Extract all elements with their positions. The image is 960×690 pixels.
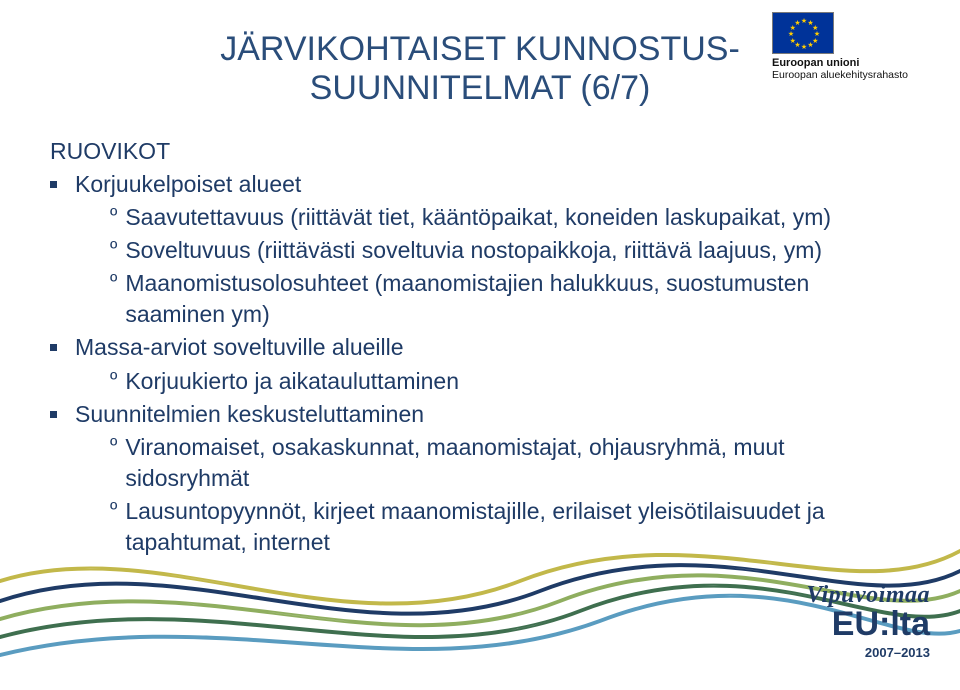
eu-text-line1: Euroopan unioni	[772, 57, 942, 69]
vipu-years: 2007–2013	[740, 645, 930, 660]
subbullet-text: Maanomistusolosuhteet (maanomistajien ha…	[125, 268, 910, 330]
section-heading: RUOVIKOT	[50, 136, 910, 167]
eu-flag-icon: ★★★★★★★★★★★★	[772, 12, 834, 54]
title-line1: JÄRVIKOHTAISET KUNNOSTUS-	[220, 30, 740, 68]
subbullet-korjuukierto: º Korjuukierto ja aikatauluttaminen	[110, 366, 910, 397]
subbullet-viranomaiset: º Viranomaiset, osakaskunnat, maanomista…	[110, 432, 910, 494]
slide-body: RUOVIKOT Korjuukelpoiset alueet º Saavut…	[50, 136, 910, 558]
ordinal-mark-icon: º	[110, 432, 117, 461]
subbullet-maanomistus: º Maanomistusolosuhteet (maanomistajien …	[110, 268, 910, 330]
bullet-text: Suunnitelmien keskusteluttaminen	[75, 399, 424, 430]
bullet-dot-icon	[50, 181, 57, 188]
bullet-dot-icon	[50, 411, 57, 418]
subbullet-saavutettavuus: º Saavutettavuus (riittävät tiet, kääntö…	[110, 202, 910, 233]
subbullet-text: Saavutettavuus (riittävät tiet, kääntöpa…	[125, 202, 831, 233]
bullet-text: Massa-arviot soveltuville alueille	[75, 332, 404, 363]
slide-title: JÄRVIKOHTAISET KUNNOSTUS- SUUNNITELMAT (…	[136, 30, 824, 108]
subbullet-text: Viranomaiset, osakaskunnat, maanomistaja…	[125, 432, 910, 494]
bullet-korjuukelpoiset: Korjuukelpoiset alueet	[50, 169, 910, 200]
eu-logo-block: ★★★★★★★★★★★★ Euroopan unioni Euroopan al…	[772, 12, 942, 81]
subbullet-soveltuvuus: º Soveltuvuus (riittävästi soveltuvia no…	[110, 235, 910, 266]
ordinal-mark-icon: º	[110, 268, 117, 297]
bullet-dot-icon	[50, 344, 57, 351]
title-line2: SUUNNITELMAT (6/7)	[310, 69, 651, 107]
ordinal-mark-icon: º	[110, 496, 117, 525]
ordinal-mark-icon: º	[110, 366, 117, 395]
subbullet-text: Korjuukierto ja aikatauluttaminen	[125, 366, 459, 397]
subbullet-text: Soveltuvuus (riittävästi soveltuvia nost…	[125, 235, 822, 266]
bullet-massa-arviot: Massa-arviot soveltuville alueille	[50, 332, 910, 363]
subbullet-lausuntopyynnot: º Lausuntopyynnöt, kirjeet maanomistajil…	[110, 496, 910, 558]
vipu-sub: EU:lta	[740, 607, 930, 641]
eu-text-line2: Euroopan aluekehitysrahasto	[772, 69, 942, 81]
bullet-text: Korjuukelpoiset alueet	[75, 169, 301, 200]
bullet-suunnitelmien: Suunnitelmien keskusteluttaminen	[50, 399, 910, 430]
vipuvoimaa-logo: Vipuvoimaa EU:lta 2007–2013	[740, 582, 930, 660]
subbullet-text: Lausuntopyynnöt, kirjeet maanomistajille…	[125, 496, 910, 558]
ordinal-mark-icon: º	[110, 202, 117, 231]
ordinal-mark-icon: º	[110, 235, 117, 264]
